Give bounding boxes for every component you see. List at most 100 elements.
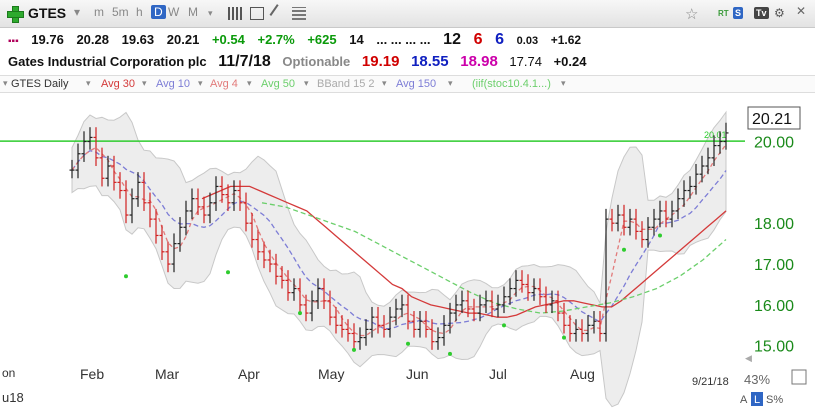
close-price: 20.21 (166, 32, 200, 47)
scroll-arrow-icon[interactable]: ◀ (745, 353, 752, 363)
price-bar (75, 143, 81, 179)
price-bar (291, 278, 297, 301)
timeframe-w[interactable]: W (168, 5, 180, 19)
legend-arrow-icon[interactable]: ▾ (304, 78, 309, 88)
price-bar (525, 274, 531, 301)
symbol-field[interactable]: GTES (28, 5, 67, 21)
x-axis-month-label: Feb (80, 366, 104, 382)
price-bar (381, 315, 387, 338)
gear-icon[interactable]: ⚙ (774, 6, 785, 20)
quote-field: 14 (349, 32, 364, 47)
signal-dot (352, 347, 356, 352)
price-bar (243, 192, 249, 232)
left-edge-label: u18 (2, 390, 24, 405)
timeframe-5m[interactable]: 5m (112, 5, 129, 19)
price-bar (615, 204, 621, 232)
signal-dot (502, 323, 506, 328)
price-bar (531, 278, 537, 301)
tv-icon[interactable]: Tv (754, 7, 769, 19)
price-bar (561, 302, 567, 334)
legend-arrow-icon[interactable]: ▾ (3, 78, 8, 88)
close-icon[interactable]: ✕ (796, 4, 807, 18)
legend-arrow-icon[interactable]: ▾ (448, 78, 453, 88)
realtime-icon[interactable]: RT (718, 9, 729, 18)
price-bar (255, 229, 261, 260)
price-bar (567, 315, 573, 342)
price-bar (705, 147, 711, 175)
legend-item-bband[interactable]: BBand 15 2 (317, 78, 375, 90)
dropdown-arrow-icon[interactable]: ▾ (208, 8, 213, 18)
y-axis-tick-label: 18.00 (754, 216, 794, 233)
bar-chart-icon[interactable] (228, 7, 242, 20)
add-symbol-plus-icon[interactable] (7, 6, 24, 23)
price-change: +0.54 (211, 32, 245, 47)
zoom-label[interactable]: 43% (744, 372, 770, 387)
company-value-magenta: 18.98 (460, 53, 498, 70)
price-bar (81, 131, 87, 162)
optionable-label: Optionable (282, 54, 351, 69)
price-bar (681, 180, 687, 207)
pencil-icon[interactable] (269, 4, 289, 23)
edit-icon[interactable] (791, 369, 807, 385)
legend-arrow-icon[interactable]: ▾ (561, 78, 566, 88)
price-bar (579, 319, 585, 342)
scanner-icon[interactable]: S (733, 7, 744, 19)
price-bar (597, 311, 603, 342)
timeframe-monthly[interactable]: M (188, 5, 198, 19)
high-price: 20.28 (76, 32, 109, 47)
price-bar (711, 135, 717, 167)
scale-button-l[interactable]: L (754, 394, 760, 406)
legend-item-avg30[interactable]: Avg 30 (101, 78, 136, 90)
scale-button-l-bg[interactable] (751, 392, 763, 406)
price-bar (477, 294, 483, 322)
timeframe-d[interactable]: D (151, 5, 166, 19)
legend-item-avg10[interactable]: Avg 10 (156, 78, 191, 90)
price-bar (411, 311, 417, 338)
price-bar (591, 311, 597, 334)
legend-arrow-icon[interactable]: ▾ (198, 78, 203, 88)
table-icon[interactable] (292, 7, 306, 20)
dropdown-arrow-icon[interactable]: ▾ (74, 5, 81, 19)
price-bar (261, 241, 267, 269)
rank-value-2: 6 (473, 31, 483, 48)
price-bar (315, 278, 321, 309)
price-bar (129, 188, 135, 224)
legend-arrow-icon[interactable]: ▾ (86, 78, 91, 88)
legend-item-avg150[interactable]: Avg 150 (396, 78, 437, 90)
date-label: 9/21/18 (692, 376, 729, 388)
price-bar (117, 172, 123, 199)
price-bar (333, 306, 339, 334)
legend-item-daily[interactable]: GTES Daily (11, 78, 69, 90)
open-price: 19.76 (31, 32, 64, 47)
price-bar (441, 315, 447, 346)
price-bar (471, 298, 477, 322)
price-bar (669, 200, 675, 228)
price-bar (285, 270, 291, 301)
scale-button-pct[interactable]: S% (766, 394, 783, 406)
scale-button-a[interactable]: A (740, 394, 748, 406)
legend-arrow-icon[interactable]: ▾ (142, 78, 147, 88)
price-bar (585, 315, 591, 342)
add-study-icon[interactable] (250, 7, 264, 20)
price-bar (645, 217, 651, 248)
legend-item-avg50[interactable]: Avg 50 (261, 78, 296, 90)
price-bar (153, 208, 159, 244)
price-bar (507, 278, 513, 305)
legend-item-stoch[interactable]: (iif(stoc10.4.1...) (472, 78, 551, 90)
legend-arrow-icon[interactable]: ▾ (247, 78, 252, 88)
price-bar (321, 278, 327, 309)
price-chart[interactable]: 20.01 15.00 16.00 17.00 18.00 20.00 Feb Mar Ap… (0, 93, 815, 408)
price-bar (69, 159, 75, 179)
menu-dots-icon[interactable]: ▪▪▪ (8, 36, 19, 47)
timeframe-m[interactable]: m (94, 5, 104, 19)
legend-item-avg4[interactable]: Avg 4 (210, 78, 238, 90)
timeframe-h[interactable]: h (136, 5, 143, 19)
horizontal-level-label: 20.01 (704, 130, 727, 140)
price-bar (165, 241, 171, 273)
star-icon[interactable]: ☆ (685, 6, 699, 23)
price-bar (87, 127, 93, 150)
price-bar (495, 294, 501, 318)
price-bar (699, 155, 705, 183)
legend-arrow-icon[interactable]: ▾ (382, 78, 387, 88)
x-axis-month-label: Jun (406, 366, 429, 382)
